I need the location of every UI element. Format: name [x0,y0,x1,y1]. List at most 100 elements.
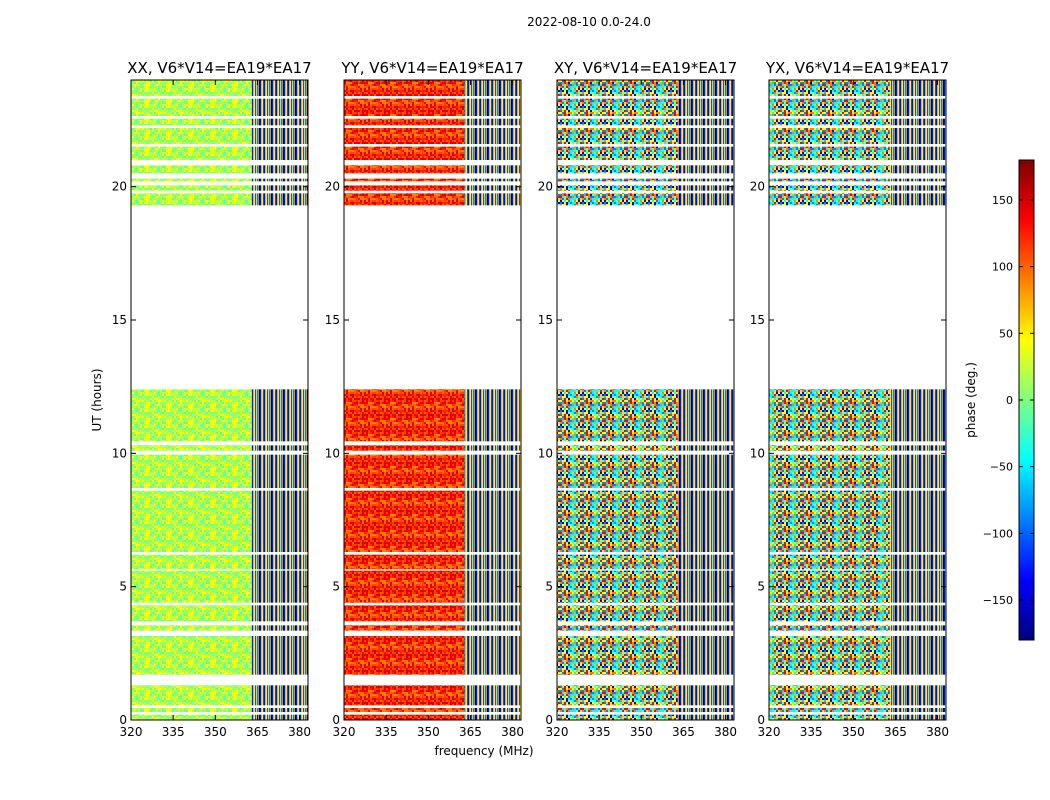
x-tick-label: 335 [375,725,398,739]
data-block-right [889,554,946,570]
data-block-left [557,128,678,144]
data-block-left [344,605,465,622]
panel-4: YX, V6*V14=EA19*EA17 320 335 350 365 380 0 5 10 1… [750,59,949,739]
colorbar-label: phase (deg.) [964,362,978,438]
data-block-left [131,490,252,552]
y-tick-label: 0 [332,713,340,727]
data-block-left [131,98,252,116]
data-block-left [344,636,465,675]
x-tick-label: 380 [501,725,524,739]
data-block-left [557,636,678,675]
data-block-right [677,165,734,174]
panel-3: XY, V6*V14=EA19*EA17 320 335 350 365 380 0 5 10 1… [538,59,737,739]
data-block-left [557,605,678,622]
data-block-left [769,445,890,451]
data-block-left [344,389,465,442]
panel-1: XX, V6*V14=EA19*EA17 320 335 350 365 380 0 5 10 1… [112,59,312,739]
data-block-left [344,625,465,631]
data-block-right [677,118,734,126]
panel-title: YY, V6*V14=EA19*EA17 [340,59,523,77]
data-block-left [131,178,252,182]
x-axis-label: frequency (MHz) [434,744,533,758]
data-block-right [464,118,521,126]
data-block-right [464,490,521,552]
data-block-left [131,570,252,603]
data-block-left [557,165,678,174]
data-block-right [464,625,521,631]
data-block-left [769,389,890,442]
data-block-right [251,625,308,631]
data-block-right [889,178,946,182]
data-block-right [251,165,308,174]
y-tick-label: 10 [750,446,765,460]
data-block-left [769,118,890,126]
data-block-right [464,185,521,191]
data-block-right [251,454,308,488]
y-tick-label: 20 [325,180,340,194]
panel-frame [768,79,947,721]
y-axis-label: UT (hours) [90,368,104,431]
data-block-right [677,389,734,442]
x-tick-label: 380 [714,725,737,739]
panel-frame [556,79,735,721]
colorbar-tick-label: 0 [1006,394,1013,407]
data-block-right [251,80,308,96]
y-tick-label: 15 [538,313,553,327]
data-block-left [557,454,678,488]
data-block-right [889,570,946,603]
data-block-right [889,146,946,160]
y-tick-label: 0 [757,713,765,727]
data-block-right [677,146,734,160]
data-block-right [464,193,521,206]
figure-suptitle: 2022-08-10 0.0-24.0 [527,15,651,29]
data-block-right [889,118,946,126]
data-block-right [889,98,946,116]
data-block-right [677,80,734,96]
y-tick-label: 5 [757,580,765,594]
y-tick-label: 15 [112,313,127,327]
data-block-right [889,185,946,191]
data-block-left [557,570,678,603]
y-tick-label: 20 [750,180,765,194]
x-tick-label: 350 [842,725,865,739]
data-block-left [344,118,465,126]
y-tick-label: 0 [545,713,553,727]
panel-title: XX, V6*V14=EA19*EA17 [127,59,311,77]
data-block-left [557,445,678,451]
y-tick-label: 0 [119,713,127,727]
data-block-left [769,625,890,631]
data-block-right [251,708,308,712]
data-block-left [557,80,678,96]
data-block-left [557,708,678,712]
data-block-left [131,389,252,442]
y-tick-label: 10 [538,446,553,460]
colorbar-tick-label: 100 [992,261,1013,274]
data-block-right [251,445,308,451]
data-block-right [464,636,521,675]
data-block-left [131,636,252,675]
data-block-right [889,165,946,174]
y-tick-label: 20 [112,180,127,194]
data-block-right [251,714,308,720]
data-block-right [464,714,521,720]
data-block-right [464,165,521,174]
data-block-left [557,625,678,631]
x-tick-label: 365 [672,725,695,739]
data-block-left [557,193,678,206]
data-block-right [464,128,521,144]
data-block-right [251,636,308,675]
data-block-left [344,490,465,552]
x-tick-label: 380 [926,725,949,739]
data-block-left [344,714,465,720]
data-block-right [251,98,308,116]
colorbar: −150 −100 −50 0 50 100 150 phase (deg.) [964,159,1035,641]
data-block-right [889,625,946,631]
x-tick-label: 335 [800,725,823,739]
data-block-right [251,490,308,552]
data-block-right [677,554,734,570]
data-block-right [251,146,308,160]
data-block-left [557,118,678,126]
panel-title: YX, V6*V14=EA19*EA17 [765,59,949,77]
data-block-left [131,128,252,144]
data-block-left [131,185,252,191]
